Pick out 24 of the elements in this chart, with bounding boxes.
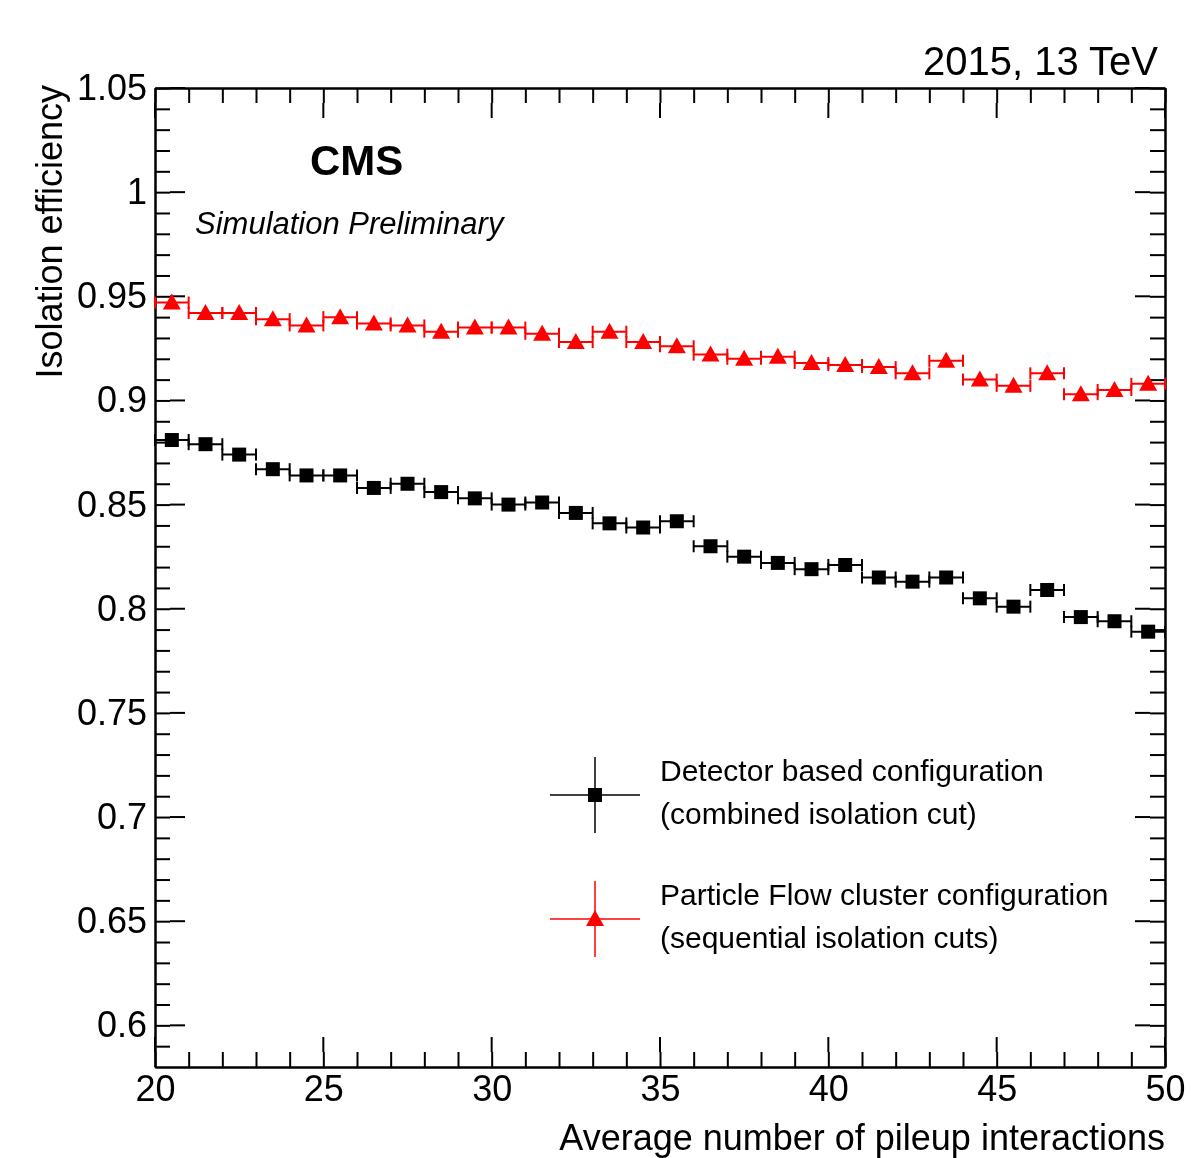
x-tick-label: 45 [977,1067,1018,1109]
y-tick-label: 0.65 [76,900,147,942]
y-tick-label: 0.9 [96,379,147,421]
y-tick-label: 0.6 [96,1004,147,1046]
x-tick-label: 25 [303,1067,344,1109]
legend-label: Detector based configuration (combined isolation cut) [660,754,1044,830]
y-tick-label: 0.95 [76,275,147,317]
y-tick-label: 0.75 [76,691,147,733]
x-tick-label: 40 [808,1067,849,1109]
y-tick-label: 1 [126,171,147,213]
x-tick-label: 30 [472,1067,513,1109]
text: 2015, 13 TeV [922,39,1159,83]
y-tick-label: 0.85 [76,483,147,525]
y-tick-label: 0.7 [96,796,147,838]
annotation: Simulation Preliminary [195,206,506,241]
y-tick-label: 1.05 [76,67,147,109]
x-tick-label: 35 [640,1067,681,1109]
x-axis-title: Average number of pileup interactions [559,1117,1165,1158]
y-tick-label: 0.8 [96,587,147,629]
x-tick-label: 20 [135,1067,176,1109]
y-axis-title: Isolation efficiency [29,85,70,379]
legend-label: Particle Flow cluster configuration (sequential isolation cuts) [660,878,1109,954]
x-tick-label: 50 [1145,1067,1186,1109]
annotation: CMS [310,137,404,184]
